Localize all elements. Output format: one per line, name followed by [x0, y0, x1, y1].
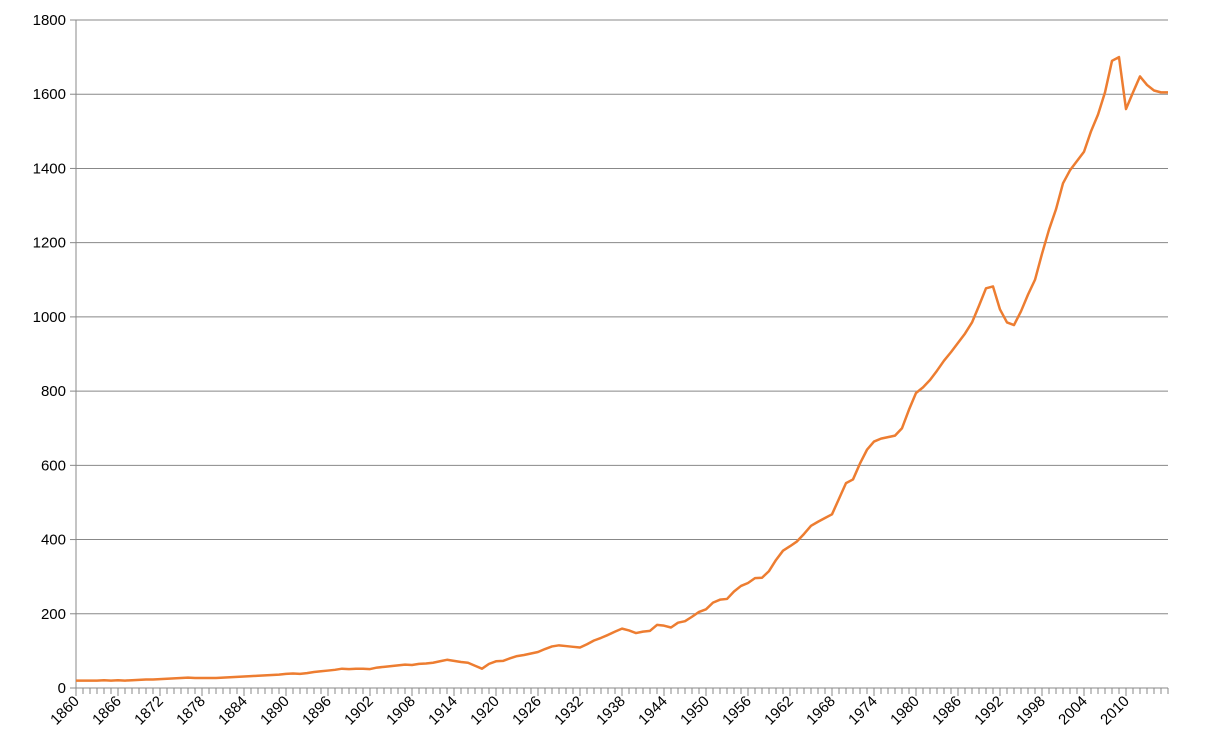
y-tick-label: 400: [41, 532, 66, 549]
x-tick-label: 1914: [425, 693, 461, 729]
x-tick-label: 1926: [509, 693, 545, 729]
y-tick-label: 1000: [33, 309, 66, 326]
x-tick-label: 1890: [257, 693, 293, 729]
x-tick-label: 1938: [593, 693, 629, 729]
x-tick-label: 1998: [1013, 693, 1049, 729]
x-tick-label: 1956: [719, 693, 755, 729]
y-tick-label: 200: [41, 606, 66, 623]
y-tick-label: 0: [58, 680, 66, 697]
y-tick-label: 1800: [33, 12, 66, 29]
x-tick-label: 1866: [89, 693, 125, 729]
x-tick-label: 1878: [173, 693, 209, 729]
x-tick-label: 1974: [845, 693, 881, 729]
data-line: [76, 55, 1168, 682]
x-tick-label: 2010: [1097, 693, 1133, 729]
x-tick-label: 1908: [383, 693, 419, 729]
y-tick-label: 600: [41, 457, 66, 474]
y-tick-label: 1600: [33, 86, 66, 103]
y-tick-label: 800: [41, 383, 66, 400]
x-tick-label: 1962: [761, 693, 797, 729]
x-tick-label: 1932: [551, 693, 587, 729]
x-tick-label: 1992: [971, 693, 1007, 729]
x-tick-label: 1986: [929, 693, 965, 729]
x-tick-label: 1920: [467, 693, 503, 729]
x-tick-label: 1950: [677, 693, 713, 729]
y-tick-label: 1200: [33, 235, 66, 252]
x-tick-label: 2004: [1055, 693, 1091, 729]
x-tick-label: 1896: [299, 693, 335, 729]
x-tick-label: 1860: [47, 693, 83, 729]
x-tick-label: 1902: [341, 693, 377, 729]
x-tick-label: 1872: [131, 693, 167, 729]
y-tick-label: 1400: [33, 160, 66, 177]
x-tick-label: 1968: [803, 693, 839, 729]
x-tick-label: 1944: [635, 693, 671, 729]
x-tick-label: 1980: [887, 693, 923, 729]
x-tick-label: 1884: [215, 693, 251, 729]
